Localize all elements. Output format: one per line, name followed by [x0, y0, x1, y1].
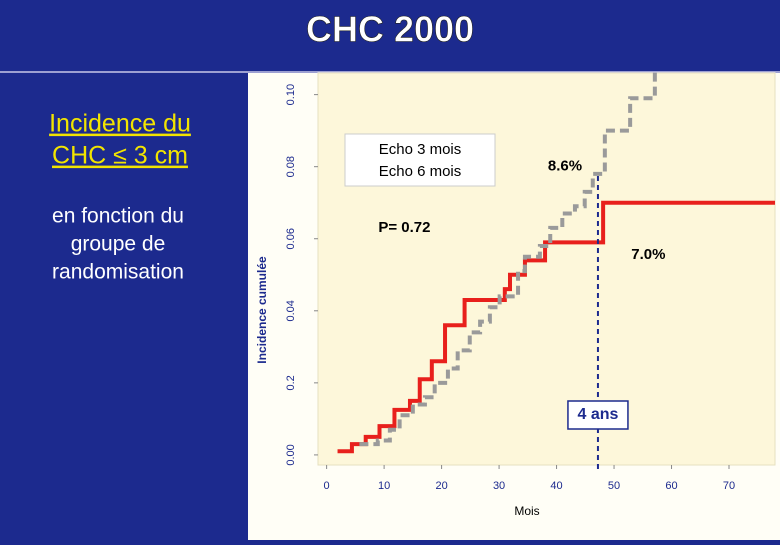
slide-title: CHC 2000	[306, 9, 474, 50]
legend-label: Echo 6 mois	[379, 163, 462, 180]
y-tick-label: 0.08	[285, 156, 297, 177]
plot-area	[317, 72, 776, 466]
description-line: groupe de	[71, 233, 166, 256]
y-tick-label: 0.00	[285, 444, 297, 465]
plot-layer: 0.00 0.2 0.04 0.06 0.08 0.10 0 10 20 30 40 50 60 70 Ec…	[285, 72, 775, 492]
description-line: en fonction du	[52, 205, 184, 228]
subtitle-line: Incidence du	[49, 110, 191, 138]
step-line	[359, 72, 657, 447]
y-tick-label: 0.04	[285, 300, 297, 321]
subtitle-line: CHC ≤ 3 cm	[52, 142, 188, 170]
annotation: 8.6%	[548, 158, 582, 175]
annotation: 7.0%	[631, 246, 665, 263]
y-axis-label: Incidence cumulée	[255, 256, 269, 364]
step-line	[337, 200, 775, 454]
series-layer	[337, 72, 775, 454]
x-tick-label: 30	[493, 480, 505, 492]
x-tick-label: 50	[608, 480, 620, 492]
x-axis-label: Mois	[514, 504, 539, 518]
x-tick-label: 20	[435, 480, 447, 492]
legend-label: Echo 3 mois	[379, 141, 462, 158]
y-tick-label: 0.10	[285, 84, 297, 105]
legend-box	[344, 133, 496, 187]
x-tick-label: 70	[723, 480, 735, 492]
x-tick-label: 60	[665, 480, 677, 492]
marker-label: 4 ans	[577, 406, 618, 423]
x-tick-label: 10	[378, 480, 390, 492]
y-tick-label: 0.2	[285, 375, 297, 390]
marker-box	[567, 400, 629, 430]
x-tick-label: 40	[550, 480, 562, 492]
y-tick-label: 0.06	[285, 228, 297, 249]
x-tick-label: 0	[324, 480, 330, 492]
annotation: P= 0.72	[378, 219, 430, 236]
description-line: randomisation	[52, 261, 184, 284]
